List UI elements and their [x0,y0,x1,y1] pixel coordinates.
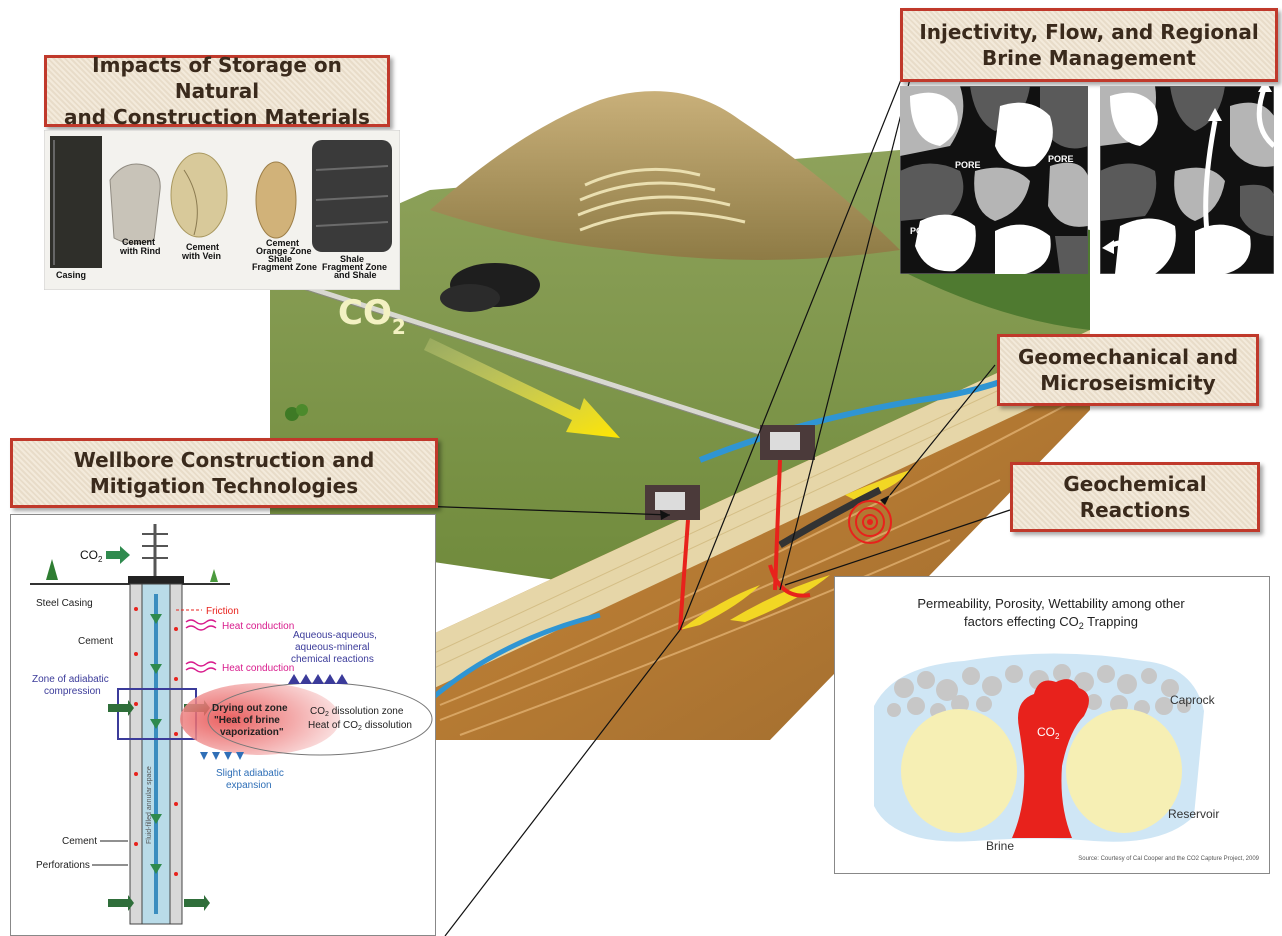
wellbore-diagram: CO2 Steel Casing Frictio [30,524,433,925]
drying-zone [180,683,340,755]
cement-rind-sample [109,163,161,244]
trapping-title-2: factors effecting CO2 Trapping [964,614,1138,631]
cement-vein-sample [170,152,228,238]
adiabatic-1: Zone of adiabatic [32,674,109,685]
adiabatic-2: compression [44,686,101,697]
label-orange-3: Shale [268,254,292,264]
drying-3: vaporization" [220,727,284,738]
cement-orange-sample [255,161,297,239]
geochemical-title-line2: Reactions [1079,498,1191,522]
reservoir-grain [1066,709,1182,833]
wellbore-title-line1: Wellbore Construction and [73,448,375,472]
wellbore-title-box: Wellbore Construction and Mitigation Tech… [10,438,438,508]
injectivity-title-line1: Injectivity, Flow, and Regional [919,20,1259,44]
label-shale-1: Shale [340,254,364,264]
pore-label: PORE [955,160,981,170]
geomechanical-title-line2: Microseismicity [1040,371,1216,395]
co2-plume [680,585,760,630]
injectivity-title-box: Injectivity, Flow, and Regional Brine Man… [900,8,1278,82]
label-orange-1: Cement [266,238,299,248]
trapping-diagram: Permeability, Porosity, Wettability amon… [874,596,1260,862]
label-casing: Casing [56,270,86,280]
label-vein-2: with Vein [181,251,221,261]
aqueous-3: chemical reactions [291,654,374,665]
impacts-title-line2: and Construction Materials [64,105,370,129]
co2-trap-label: CO2 [1037,725,1060,741]
shale-sample [312,140,392,252]
pore-diagram-static: PORE PORE PORE PORE [900,86,1088,274]
heat-of-co2-dissolution: Heat of CO2 dissolution [308,720,412,732]
drying-1: Drying out zone [212,703,288,714]
aqueous-1: Aqueous-aqueous, [293,630,377,641]
casing-sample [50,136,102,268]
co2-subscript: 2 [391,315,406,339]
pore-diagram-flow [1100,86,1274,274]
geomechanical-title-box: Geomechanical and Microseismicity [997,334,1259,406]
trapping-source: Source: Courtesy of Cal Cooper and the C… [1078,856,1259,862]
aqueous-2: aqueous-mineral [295,642,370,653]
label-shale-3: and Shale [334,270,377,280]
pore-label: PORE [1008,260,1034,270]
steel-casing-label: Steel Casing [36,598,93,609]
reservoir-grain [901,709,1017,833]
heat-conduction-2: Heat conduction [222,663,294,674]
label-orange-4: Fragment Zone [252,262,317,272]
slight-adiabatic-1: Slight adiabatic [216,768,284,779]
trapping-title-1: Permeability, Porosity, Wettability amon… [917,596,1185,611]
co2-trapped [1012,679,1089,838]
impacts-title-box: Impacts of Storage on Natural and Constru… [44,53,390,129]
label-shale-2: Fragment Zone [322,262,387,272]
cement-top-label: Cement [78,636,113,647]
co2-landscape-label: CO2 [338,293,406,339]
reservoir-label: Reservoir [1168,807,1219,821]
injectivity-title-line2: Brine Management [982,46,1196,70]
mountain [430,91,900,260]
geochemical-title-box: Geochemical Reactions [1010,462,1260,532]
wellbore-title-line2: Mitigation Technologies [89,474,359,498]
rock-seam [778,486,882,549]
injection-well [678,519,690,631]
ground-surface [270,150,1090,600]
impacts-title-line1: Impacts of Storage on Natural [92,53,342,103]
label-vein-1: Cement [186,242,219,252]
co2-dissolution-zone: CO2 dissolution zone [310,706,404,718]
pipeline [299,282,801,448]
co2-text: CO [338,293,392,333]
pore-label: PORE [910,226,936,236]
cement-bottom-label: Cement [62,836,97,847]
friction-label: Friction [206,606,239,617]
aquifer [428,612,601,702]
injection-well [773,459,782,591]
mountain-terraces [577,167,746,232]
geochemical-title-line1: Geochemical [1063,472,1207,496]
co2-flow-arrow [424,338,620,438]
label-rind-2: with Rind [119,246,161,256]
heat-conduction-1: Heat conduction [222,621,294,632]
co2-inlet-arrow [106,546,130,564]
seismic-rings-icon [848,500,892,544]
coal-pile [440,284,500,312]
co2-plume [845,470,910,500]
label-orange-2: Orange Zone [256,246,312,256]
annulus-label: Fluid-filled annular space [146,766,153,844]
materials-photo: Casing Cement with Rind Cement with Vein… [44,130,400,290]
sandstone-layer [420,330,1090,690]
pore-label: PORE [1048,154,1074,164]
perforations-label: Perforations [36,860,90,871]
drying-2: "Heat of brine [214,715,280,726]
caprock-grains [887,664,1191,719]
brine-label: Brine [986,839,1014,853]
wellbore-co2: CO2 [80,548,103,564]
co2-plume [730,575,830,622]
slight-adiabatic-2: expansion [226,780,272,791]
label-rind-1: Cement [122,237,155,247]
caprock-label: Caprock [1170,693,1216,707]
geomechanical-title-line1: Geomechanical and [1017,345,1239,369]
